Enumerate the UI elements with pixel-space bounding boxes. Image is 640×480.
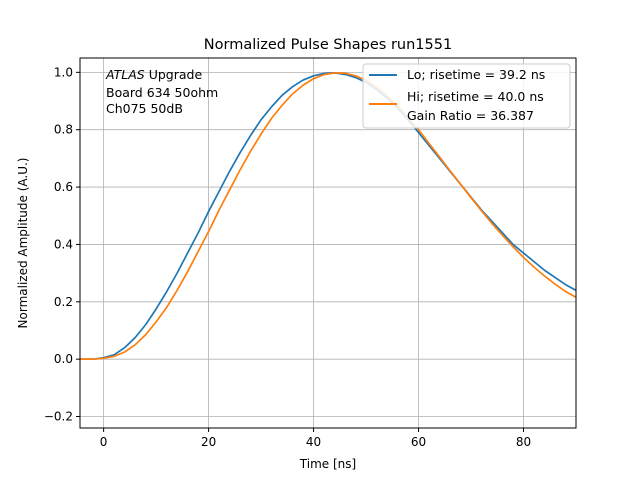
- y-tick-label: 1.0: [54, 65, 73, 79]
- x-axis-label: Time [ns]: [299, 457, 356, 471]
- x-tick-label: 40: [306, 435, 321, 449]
- x-tick-label: 0: [100, 435, 108, 449]
- annotation-line-1: ATLAS Upgrade: [105, 67, 202, 82]
- y-tick-label: −0.2: [44, 410, 73, 424]
- y-tick-label: 0.2: [54, 295, 73, 309]
- y-axis-label: Normalized Amplitude (A.U.): [16, 158, 30, 329]
- annotation-atlas: ATLAS: [105, 67, 145, 82]
- grid-lines: [80, 58, 576, 428]
- axis-ticks: 0 20 40 60 80 −0.2 0.0 0.2 0.4 0.6 0.8 1.0: [44, 65, 531, 449]
- annotation-upgrade: Upgrade: [145, 67, 203, 82]
- legend-frame: [362, 63, 571, 129]
- y-tick-label: 0.0: [54, 352, 73, 366]
- legend-label-gain-ratio: Gain Ratio = 36.387: [407, 108, 534, 123]
- y-tick-label: 0.6: [54, 180, 73, 194]
- legend-label-hi: Hi; risetime = 40.0 ns: [407, 89, 544, 104]
- y-tick-label: 0.8: [54, 123, 73, 137]
- legend: Lo; risetime = 39.2 ns Hi; risetime = 40…: [362, 63, 571, 129]
- y-tick-label: 0.4: [54, 237, 73, 251]
- plot-frame: [79, 57, 577, 429]
- series-line-hi: [80, 72, 576, 361]
- annotation-line-3: Ch075 50dB: [106, 101, 183, 116]
- annotation-block: ATLAS Upgrade Board 634 50ohm Ch075 50dB: [105, 67, 218, 116]
- x-tick-label: 20: [201, 435, 216, 449]
- x-tick-label: 80: [516, 435, 531, 449]
- series-lines: [80, 72, 576, 361]
- chart-title: Normalized Pulse Shapes run1551: [204, 37, 452, 53]
- x-tick-label: 60: [411, 435, 426, 449]
- annotation-line-2: Board 634 50ohm: [106, 85, 218, 100]
- legend-label-lo: Lo; risetime = 39.2 ns: [407, 67, 545, 82]
